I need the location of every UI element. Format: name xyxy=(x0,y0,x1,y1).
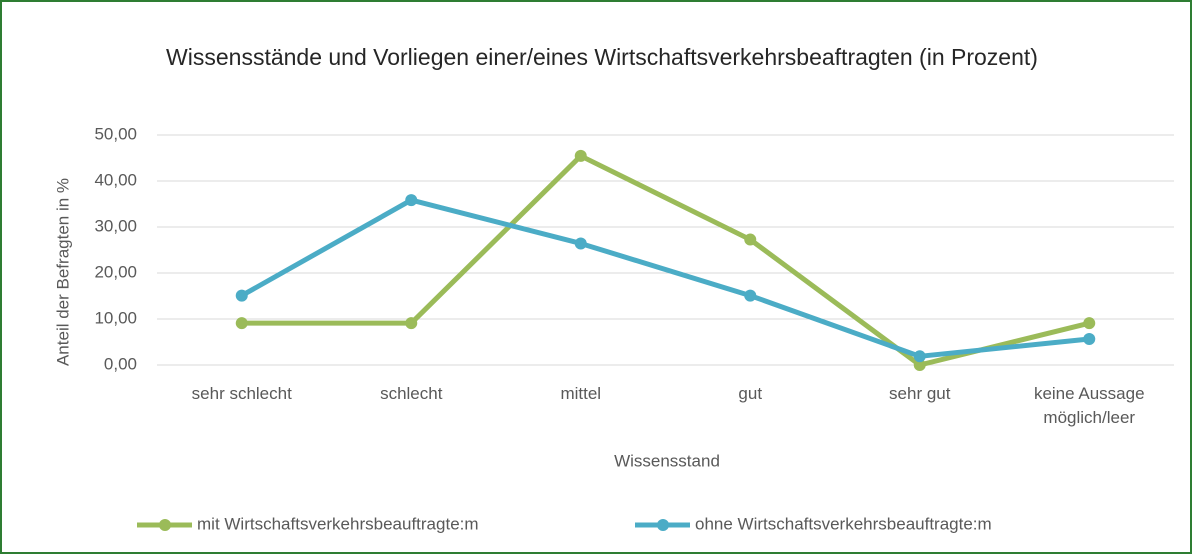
point xyxy=(1083,317,1096,330)
x-tick-label: schlecht xyxy=(380,384,443,403)
point xyxy=(235,317,248,330)
y-axis-title: Anteil der Befragten in % xyxy=(53,178,72,366)
legend-marker xyxy=(657,519,669,531)
point xyxy=(235,289,248,302)
y-tick-label: 50,00 xyxy=(94,124,137,143)
point xyxy=(405,317,418,330)
y-tick-label: 20,00 xyxy=(94,262,137,281)
y-tick-label: 30,00 xyxy=(94,216,137,235)
x-tick-label: mittel xyxy=(560,384,602,403)
legend-label: ohne Wirtschaftsverkehrsbeauftragte:m xyxy=(695,514,992,533)
chart-title: Wissensstände und Vorliegen einer/eines … xyxy=(166,44,1038,70)
series-line xyxy=(240,197,1090,359)
point xyxy=(744,289,757,302)
x-tick-label: keine Aussage möglich/leer xyxy=(1033,384,1145,427)
y-tick-label: 40,00 xyxy=(94,170,137,189)
point xyxy=(405,194,418,207)
x-tick-label: gut xyxy=(738,384,763,403)
point xyxy=(574,237,587,250)
legend-marker xyxy=(159,519,171,531)
point xyxy=(1083,332,1096,345)
point xyxy=(744,233,757,246)
point xyxy=(913,350,926,363)
x-tick-label: sehr gut xyxy=(889,384,951,403)
legend-label: mit Wirtschaftsverkehrsbeauftragte:m xyxy=(197,514,479,533)
point xyxy=(574,149,587,162)
x-tick-label: sehr schlecht xyxy=(191,384,292,403)
point xyxy=(913,359,926,371)
x-axis-title: Wissensstand xyxy=(614,451,720,470)
y-tick-label: 10,00 xyxy=(94,308,137,327)
y-tick-label: 0,00 xyxy=(104,354,137,373)
series-line xyxy=(241,153,1090,368)
